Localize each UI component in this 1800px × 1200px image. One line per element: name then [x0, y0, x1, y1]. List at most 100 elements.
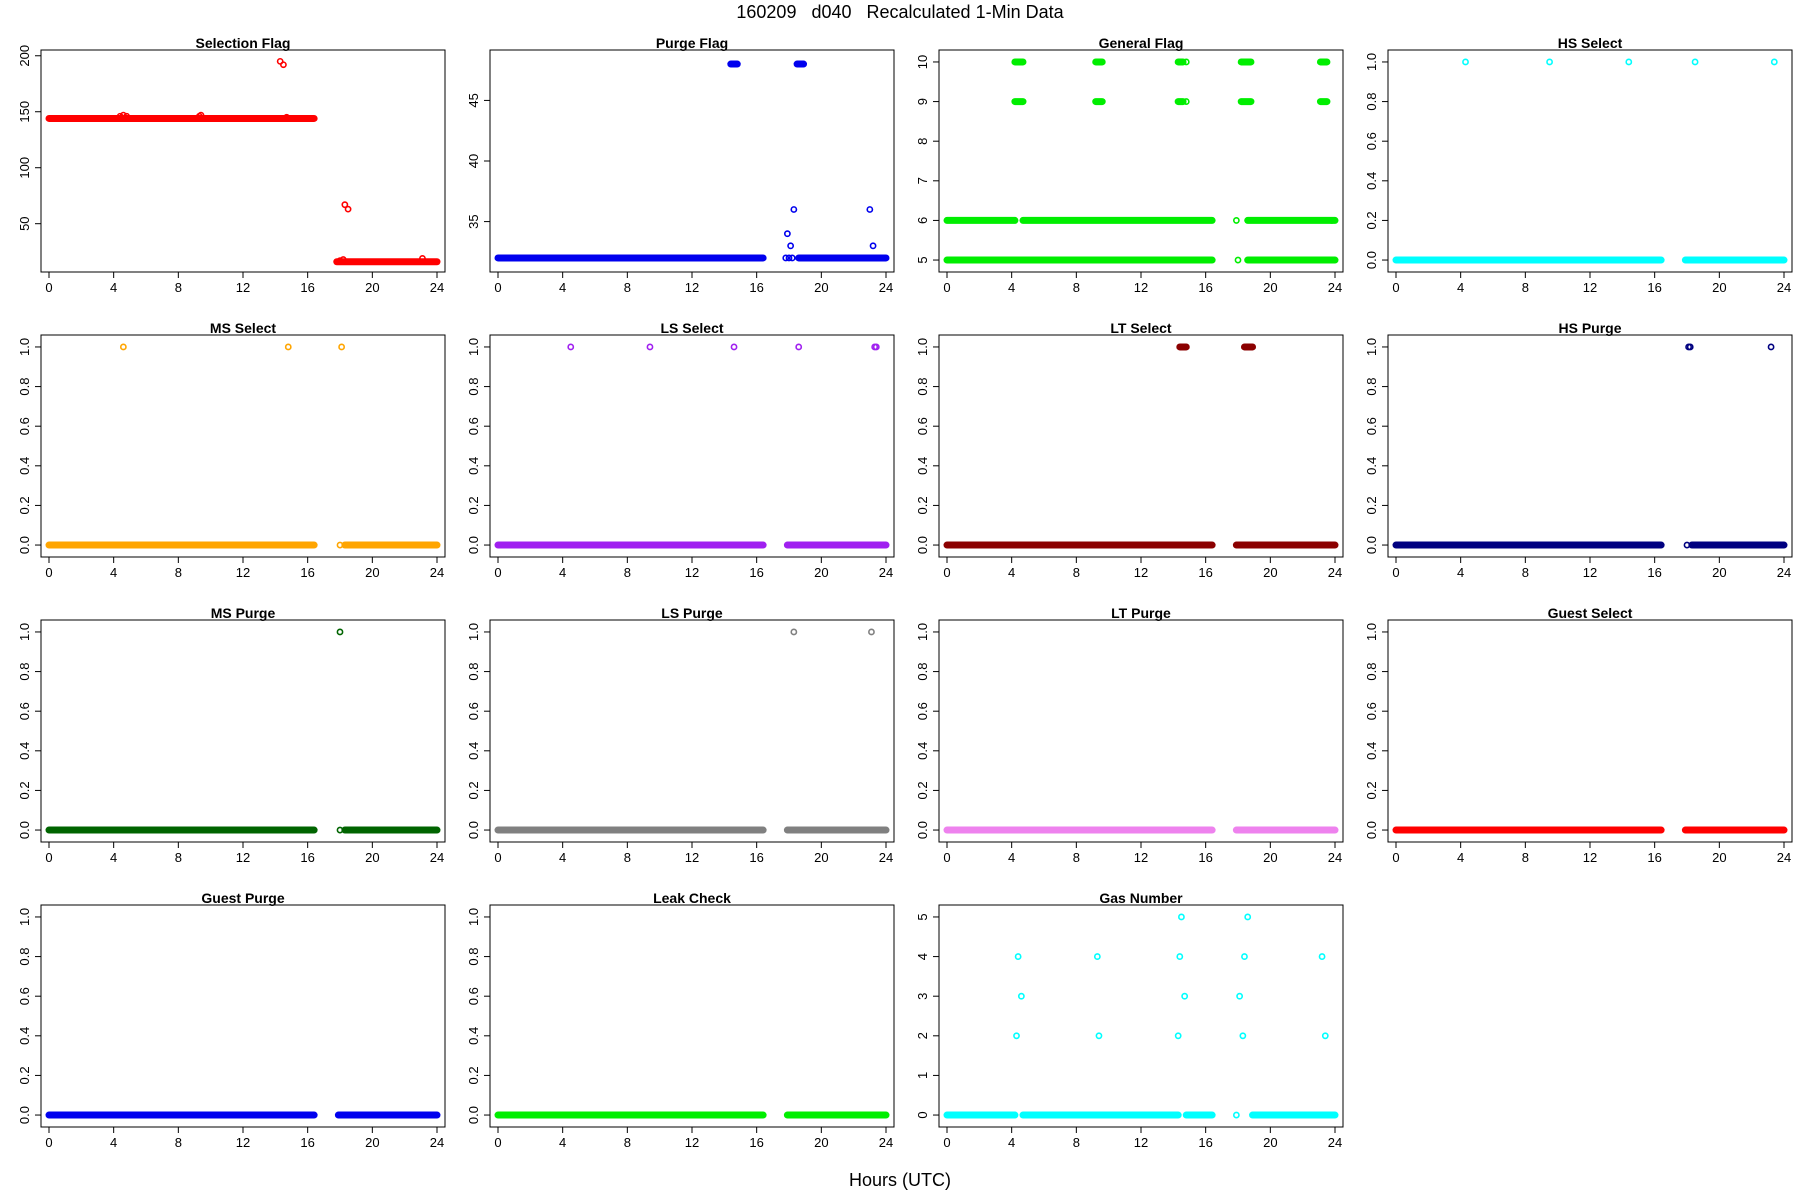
- y-tick-label: 0.4: [915, 457, 930, 475]
- y-tick-label: 0.2: [466, 781, 481, 799]
- y-tick-label: 1: [915, 1072, 930, 1079]
- data-point: [283, 113, 291, 121]
- data-point: [1321, 1032, 1329, 1040]
- plot-frame: [40, 49, 446, 273]
- y-tick-label: 1.0: [466, 338, 481, 356]
- plot-frame: [40, 904, 446, 1128]
- x-tick-label: 20: [814, 1135, 828, 1150]
- data-point: [1239, 1032, 1247, 1040]
- data-point: [119, 343, 127, 351]
- panel-ms-purge: MS Purge 0 4 8 12 16 20 24 0.0 0.2 0.4 0.6 0.8 1.0: [17, 605, 446, 865]
- data-point: [116, 112, 124, 120]
- x-tick-label: 12: [685, 850, 699, 865]
- y-tick-label: 0.6: [17, 417, 32, 435]
- x-tick-label: 12: [1134, 280, 1148, 295]
- y-tick-label: 9: [915, 98, 930, 105]
- x-tick-label: 24: [1328, 280, 1342, 295]
- data-point: [280, 61, 287, 69]
- y-tick-label: 2: [915, 1032, 930, 1039]
- panel-title: General Flag: [1099, 35, 1184, 51]
- x-tick-label: 12: [1134, 1135, 1148, 1150]
- data-point: [790, 206, 798, 213]
- data-point: [1095, 1032, 1103, 1040]
- y-tick-label: 5: [915, 256, 930, 263]
- y-tick-label: 45: [466, 93, 481, 107]
- x-tick-label: 24: [430, 850, 444, 865]
- x-tick-label: 16: [749, 280, 763, 295]
- y-tick-label: 0.4: [466, 457, 481, 475]
- data-point: [787, 242, 795, 250]
- data-point: [344, 205, 352, 213]
- data-point: [1174, 1032, 1182, 1040]
- x-tick-label: 0: [494, 565, 501, 580]
- plot-frame: [40, 334, 446, 558]
- x-tick-label: 4: [1457, 280, 1464, 295]
- x-tick-label: 16: [1198, 565, 1212, 580]
- y-tick-label: 1.0: [17, 908, 32, 926]
- y-tick-label: 0.8: [17, 663, 32, 681]
- data-point: [1178, 256, 1185, 264]
- x-tick-label: 16: [1647, 280, 1661, 295]
- y-tick-label: 0.0: [17, 1106, 32, 1124]
- x-tick-label: 16: [1647, 565, 1661, 580]
- y-tick-label: 150: [17, 101, 32, 123]
- data-point: [1326, 256, 1334, 264]
- data-point: [1244, 913, 1252, 921]
- y-tick-label: 0.2: [466, 496, 481, 514]
- y-tick-label: 0.6: [17, 987, 32, 1005]
- x-tick-label: 24: [879, 565, 893, 580]
- panel-title: HS Select: [1558, 35, 1623, 51]
- y-tick-label: 0.0: [915, 536, 930, 554]
- y-tick-label: 0.0: [17, 821, 32, 839]
- x-tick-label: 0: [45, 565, 52, 580]
- y-tick-label: 1.0: [915, 338, 930, 356]
- y-tick-label: 0.2: [466, 1066, 481, 1084]
- y-tick-label: 8: [915, 138, 930, 145]
- y-tick-label: 5: [915, 913, 930, 920]
- x-tick-label: 12: [1583, 280, 1597, 295]
- y-tick-label: 0.8: [915, 663, 930, 681]
- panel-title: LT Select: [1110, 320, 1172, 336]
- data-point: [197, 111, 205, 119]
- x-tick-label: 8: [1522, 850, 1529, 865]
- y-tick-label: 0.2: [915, 496, 930, 514]
- x-tick-label: 16: [749, 1135, 763, 1150]
- x-tick-label: 0: [1392, 280, 1399, 295]
- data-point: [1328, 217, 1336, 224]
- x-tick-label: 8: [175, 850, 182, 865]
- x-tick-label: 0: [943, 280, 950, 295]
- y-tick-label: 40: [466, 154, 481, 168]
- x-tick-label: 8: [1522, 280, 1529, 295]
- y-tick-label: 0.6: [17, 702, 32, 720]
- x-tick-label: 0: [943, 850, 950, 865]
- y-tick-label: 0.4: [466, 742, 481, 760]
- data-point: [782, 254, 790, 262]
- x-tick-label: 16: [300, 280, 314, 295]
- data-point: [1462, 58, 1469, 66]
- y-tick-label: 0.2: [915, 781, 930, 799]
- panel-purge-flag: Purge Flag 0 4 8 12 16 20 24 35 40 45: [466, 35, 895, 295]
- data-point: [730, 343, 738, 351]
- y-tick-label: 0.6: [466, 417, 481, 435]
- data-point: [1095, 256, 1103, 264]
- x-tick-label: 8: [175, 565, 182, 580]
- panel-title: LS Purge: [661, 605, 723, 621]
- data-point: [868, 628, 875, 636]
- data-point: [1182, 58, 1190, 66]
- x-tick-label: 24: [1777, 850, 1791, 865]
- y-tick-label: 1.0: [1364, 53, 1379, 71]
- x-tick-label: 12: [1583, 850, 1597, 865]
- x-tick-label: 20: [1712, 565, 1726, 580]
- y-tick-label: 0.8: [915, 378, 930, 396]
- panel-lt-select: LT Select 0 4 8 12 16 20 24 0.0 0.2 0.4 0.6 0.8 1.0: [915, 320, 1344, 580]
- x-tick-label: 24: [1328, 1135, 1342, 1150]
- x-tick-label: 4: [1008, 565, 1015, 580]
- plot-frame: [489, 619, 895, 843]
- x-tick-label: 12: [685, 565, 699, 580]
- data-point: [1093, 953, 1101, 960]
- panel-hs-purge: HS Purge 0 4 8 12 16 20 24 0.0 0.2 0.4 0.6 0.8 1.0: [1364, 320, 1793, 580]
- plot-frame: [938, 619, 1344, 843]
- y-tick-label: 3: [915, 993, 930, 1000]
- x-tick-label: 4: [110, 850, 117, 865]
